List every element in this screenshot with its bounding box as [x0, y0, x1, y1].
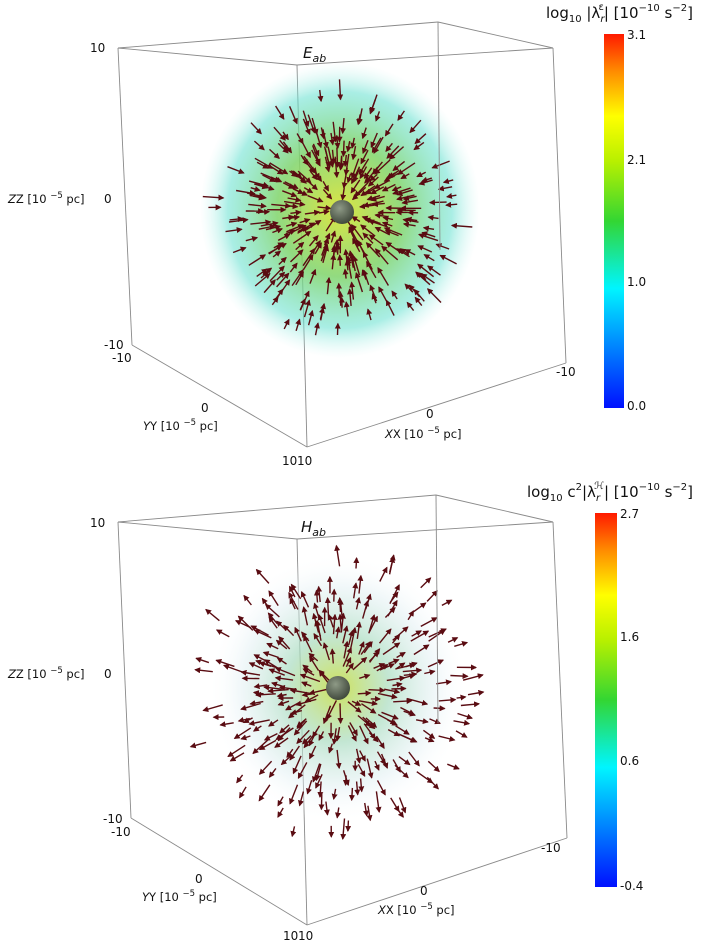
field-arrow: [447, 764, 459, 769]
field-arrow: [356, 558, 357, 569]
field-arrow: [468, 692, 483, 695]
e-field-panel: Eab 10 0 -10 -10 0 10 10 0 -10 ZZ [10 −5…: [0, 0, 720, 473]
field-arrow: [369, 690, 385, 691]
colorbar-tick-3: 0.6: [620, 754, 639, 768]
field-arrow: [393, 701, 411, 702]
field-arrow: [421, 578, 431, 588]
field-arrow: [348, 821, 349, 832]
z-tick-top: 10: [90, 516, 105, 530]
z-tick-bottom: -10: [103, 812, 123, 826]
field-arrow: [434, 708, 445, 709]
x-tick-start: -10: [541, 841, 561, 855]
y-tick-mid: 0: [195, 872, 203, 886]
z-tick-top: 10: [90, 41, 105, 55]
x-tick-mid: 0: [426, 407, 434, 421]
x-axis-label: XX [10 −5 pc]: [377, 902, 455, 917]
field-arrow: [240, 787, 247, 798]
field-arrow: [338, 245, 339, 255]
field-arrow: [442, 600, 452, 605]
z-tick-mid: 0: [104, 667, 112, 681]
y-tick-end: 10: [283, 929, 298, 943]
colorbar-tick-3: 1.0: [627, 275, 646, 289]
field-arrow: [347, 261, 348, 271]
field-arrow: [340, 598, 341, 612]
field-arrow: [340, 255, 341, 266]
y-tick-start: -10: [111, 825, 131, 839]
z-tick-mid: 0: [104, 192, 112, 206]
h-field-panel: Hab 10 0 -10 -10 0 10 10 0 -10 ZZ [10 −5…: [0, 473, 720, 946]
field-arrow: [398, 809, 404, 817]
y-axis-label: YY [10 −5 pc]: [143, 418, 218, 433]
center-sphere: [326, 676, 350, 700]
e-field-plot: Eab 10 0 -10 -10 0 10 10 0 -10 ZZ [10 −5…: [0, 0, 720, 473]
field-arrow: [191, 742, 206, 746]
field-arrow: [337, 147, 338, 167]
field-arrow: [340, 79, 341, 99]
field-arrow: [450, 676, 467, 677]
colorbar-tick-max: 3.1: [627, 28, 646, 42]
field-arrow: [352, 788, 353, 800]
field-arrow: [256, 212, 269, 213]
field-arrow: [446, 204, 457, 205]
field-arrow: [339, 284, 340, 299]
field-arrow: [292, 826, 294, 836]
field-arrow: [358, 693, 371, 694]
z-axis-label: ZZ [10 −5 pc]: [7, 191, 85, 206]
field-arrow: [196, 658, 209, 662]
colorbar-tick-2: 1.6: [620, 630, 639, 644]
colorbar: [595, 513, 617, 887]
field-arrow: [278, 808, 283, 817]
y-tick-end: 10: [282, 454, 297, 468]
colorbar: [604, 34, 624, 408]
colorbar-tick-min: -0.4: [620, 879, 643, 893]
y-tick-mid: 0: [201, 401, 209, 415]
x-tick-mid: 0: [420, 884, 428, 898]
plot-title: Eab: [303, 44, 326, 65]
y-axis-label: YY [10 −5 pc]: [142, 889, 217, 904]
y-tick-start: -10: [112, 351, 132, 365]
colorbar-tick-max: 2.7: [620, 507, 639, 521]
field-arrow: [340, 703, 341, 723]
field-arrow: [328, 598, 329, 619]
h-field-plot: Hab 10 0 -10 -10 0 10 10 0 -10 ZZ [10 −5…: [0, 473, 720, 946]
z-tick-bottom: -10: [104, 338, 124, 352]
x-tick-end: 10: [297, 454, 312, 468]
field-arrow: [391, 689, 405, 690]
field-arrow: [346, 775, 347, 785]
colorbar-tick-2: 2.1: [627, 153, 646, 167]
field-arrow: [430, 202, 447, 203]
field-arrow: [343, 141, 344, 157]
z-axis-label: ZZ [10 −5 pc]: [7, 666, 85, 681]
x-axis-label: XX [10 −5 pc]: [384, 426, 462, 441]
colorbar-title: log10 |λrε| [10−10 s−2]: [546, 2, 693, 25]
colorbar-tick-min: 0.0: [627, 399, 646, 413]
x-tick-start: -10: [556, 365, 576, 379]
colorbar-title: log10 c2|λrℋ| [10−10 s−2]: [527, 481, 693, 504]
field-arrow: [206, 610, 220, 621]
plot-title: Hab: [301, 518, 326, 539]
x-tick-end: 10: [298, 929, 313, 943]
field-arrow: [317, 591, 318, 603]
center-sphere: [330, 200, 354, 224]
